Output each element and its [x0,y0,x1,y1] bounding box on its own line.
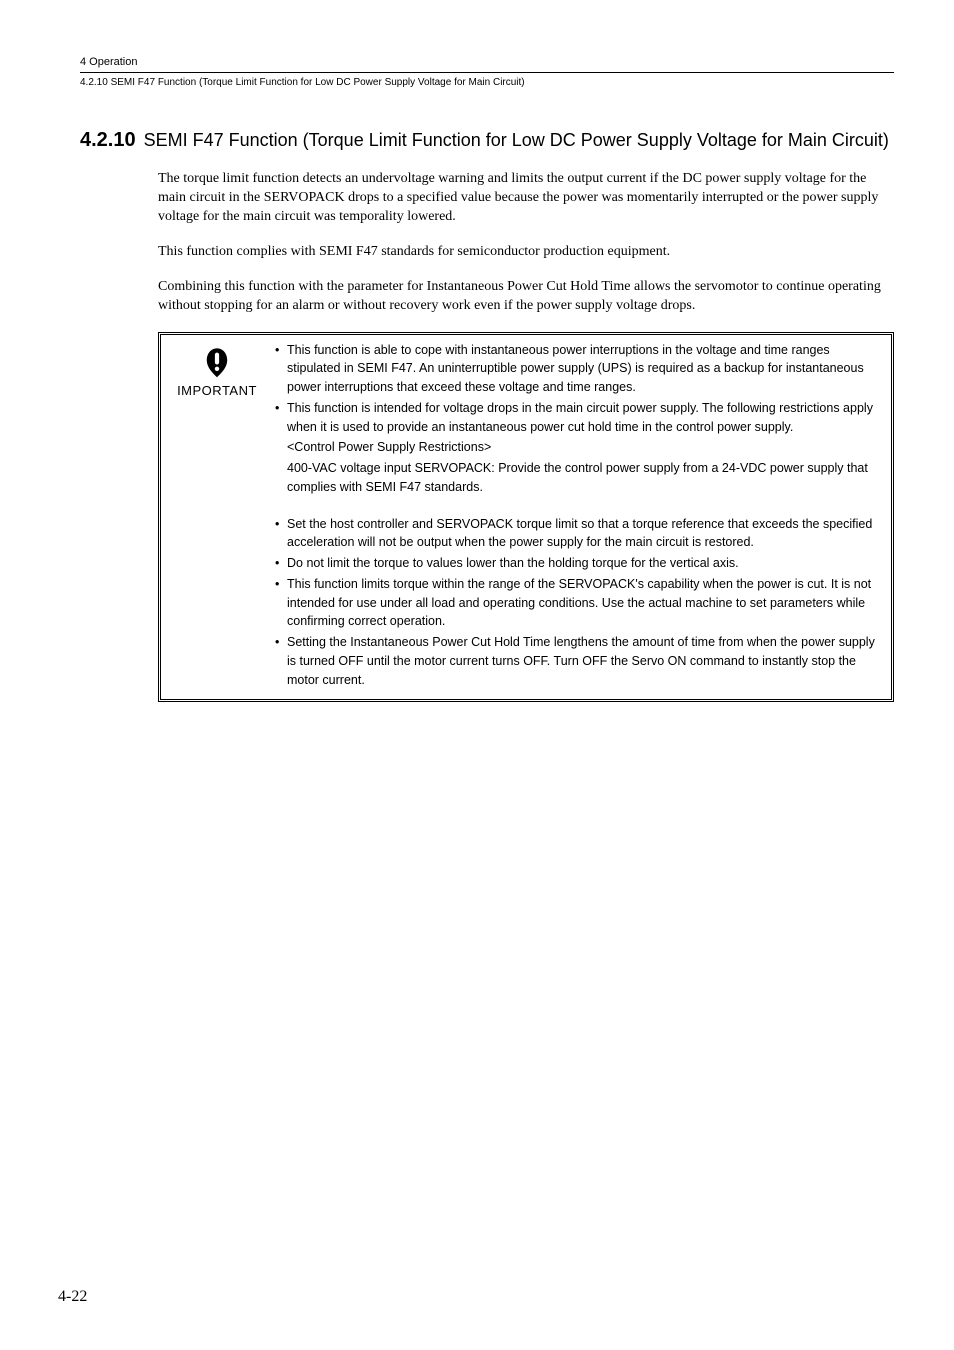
section-number: 4.2.10 [80,128,136,152]
important-content: This function is able to cope with insta… [273,335,891,700]
important-icon [200,345,234,379]
paragraph: This function complies with SEMI F47 sta… [158,243,894,262]
important-bullet: This function is intended for voltage dr… [273,399,885,437]
spacer [273,499,885,515]
section-heading: 4.2.10 SEMI F47 Function (Torque Limit F… [80,128,894,152]
body-text: The torque limit function detects an und… [80,170,894,702]
important-bullet: This function limits torque within the r… [273,575,885,631]
important-box: IMPORTANT This function is able to cope … [158,332,894,703]
paragraph: Combining this function with the paramet… [158,278,894,316]
important-bullet: Set the host controller and SERVOPACK to… [273,515,885,553]
important-subtext: <Control Power Supply Restrictions> [273,438,885,457]
paragraph: The torque limit function detects an und… [158,170,894,227]
running-head-subchapter: 4.2.10 SEMI F47 Function (Torque Limit F… [80,77,894,88]
important-icon-cell: IMPORTANT [161,335,273,700]
important-bullet: This function is able to cope with insta… [273,341,885,397]
important-bullet: Do not limit the torque to values lower … [273,554,885,573]
important-subtext: 400-VAC voltage input SERVOPACK: Provide… [273,459,885,497]
section-title: SEMI F47 Function (Torque Limit Function… [144,128,889,152]
important-label: IMPORTANT [177,383,257,398]
important-bullet: Setting the Instantaneous Power Cut Hold… [273,633,885,689]
page-number: 4-22 [58,1288,87,1306]
header-rule [80,72,894,73]
running-head-chapter: 4 Operation [80,56,894,68]
